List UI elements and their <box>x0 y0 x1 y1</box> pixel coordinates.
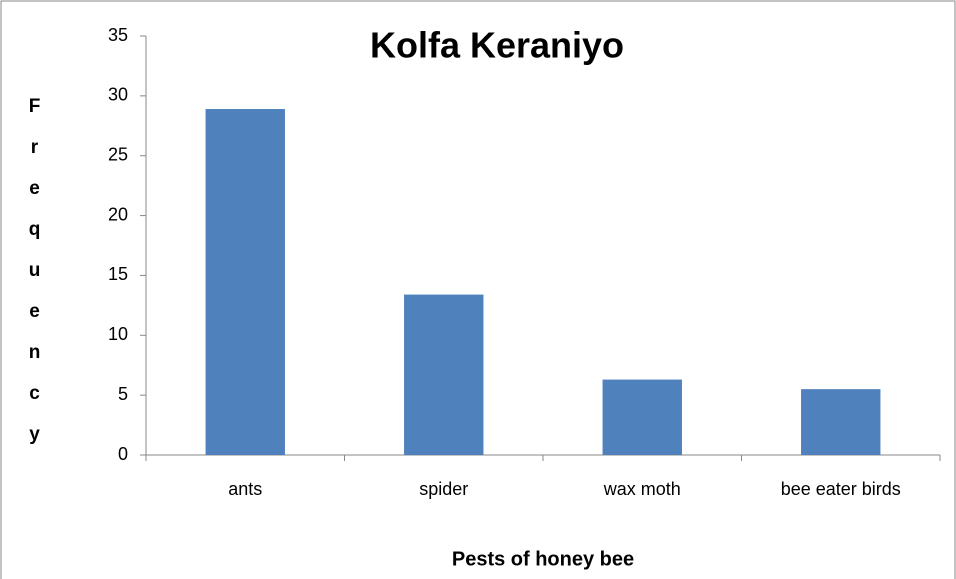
y-tick-label: 5 <box>118 384 128 404</box>
y-tick-label: 20 <box>108 204 128 224</box>
bar <box>404 294 484 455</box>
y-tick-label: 0 <box>118 444 128 464</box>
chart-title: Kolfa Keraniyo <box>370 25 624 66</box>
x-tick-label: wax moth <box>603 479 681 499</box>
x-tick-label: bee eater birds <box>781 479 901 499</box>
bar <box>205 109 285 456</box>
y-tick-label: 35 <box>108 25 128 45</box>
y-tick-label: 10 <box>108 324 128 344</box>
x-tick-label: ants <box>228 479 262 499</box>
x-tick-label: spider <box>419 479 468 499</box>
y-axis-label: Frequency <box>24 96 45 465</box>
y-tick-label: 25 <box>108 144 128 164</box>
bar <box>602 379 682 455</box>
y-tick-label: 15 <box>108 264 128 284</box>
x-axis-label: Pests of honey bee <box>452 548 634 570</box>
bar <box>801 389 881 455</box>
y-tick-label: 30 <box>108 85 128 105</box>
